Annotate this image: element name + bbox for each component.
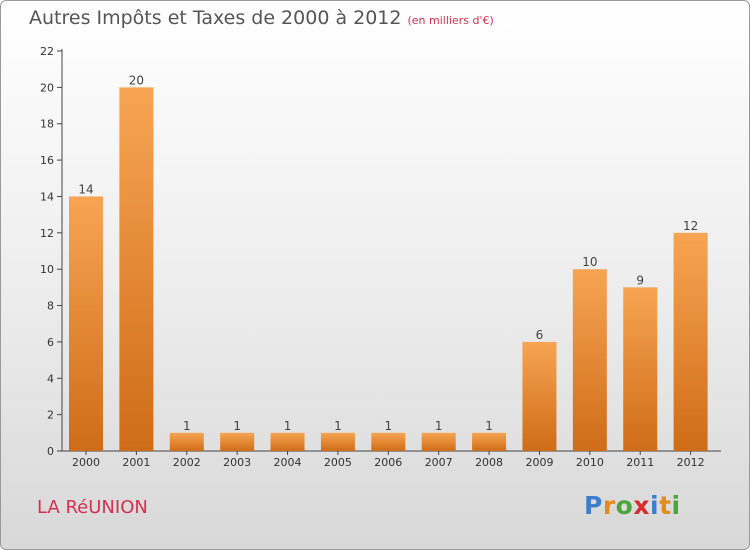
proxiti-logo: Proxiti (584, 491, 681, 520)
x-tick-label: 2008 (475, 456, 503, 469)
logo-letter: P (584, 491, 603, 520)
y-tick-label: 18 (40, 118, 54, 131)
data-label: 12 (683, 219, 698, 233)
bar (522, 341, 557, 451)
data-label: 1 (435, 419, 443, 433)
bar (421, 432, 456, 451)
data-label: 1 (284, 419, 292, 433)
x-tick-label: 2003 (223, 456, 251, 469)
logo-letter: i (650, 491, 660, 520)
data-label: 1 (384, 419, 392, 433)
y-tick-label: 10 (40, 263, 54, 276)
y-tick-label: 2 (47, 409, 54, 422)
x-tick-label: 2007 (425, 456, 453, 469)
y-tick-label: 16 (40, 154, 54, 167)
x-tick-label: 2001 (122, 456, 150, 469)
data-label: 1 (233, 419, 241, 433)
logo-letter: o (615, 491, 634, 520)
x-tick-label: 2000 (72, 456, 100, 469)
y-tick-label: 22 (40, 45, 54, 58)
bar (623, 287, 658, 451)
y-tick-label: 20 (40, 81, 54, 94)
x-tick-label: 2012 (677, 456, 705, 469)
bar (169, 432, 204, 451)
data-label: 9 (636, 273, 644, 287)
x-tick-label: 2005 (324, 456, 352, 469)
y-tick-label: 12 (40, 227, 54, 240)
bar (119, 87, 154, 451)
bar (220, 432, 255, 451)
x-tick-label: 2002 (173, 456, 201, 469)
bar (472, 432, 507, 451)
logo-letter: t (659, 491, 672, 520)
logo-letter: i (671, 491, 681, 520)
y-tick-label: 4 (47, 372, 54, 385)
x-tick-label: 2011 (626, 456, 654, 469)
chart-title-text: Autres Impôts et Taxes de 2000 à 2012 (29, 7, 402, 29)
bar (673, 232, 708, 451)
x-tick-label: 2006 (374, 456, 402, 469)
bar (69, 196, 103, 451)
data-label: 1 (485, 419, 493, 433)
bar (270, 432, 305, 451)
data-label: 20 (129, 73, 144, 87)
y-tick-label: 0 (47, 445, 54, 458)
y-tick-label: 6 (47, 336, 54, 349)
x-tick-label: 2009 (525, 456, 553, 469)
logo-letter: r (602, 491, 616, 520)
place-label: LA RéUNION (37, 497, 148, 518)
data-label: 6 (536, 328, 544, 342)
data-label: 10 (582, 255, 597, 269)
data-label: 14 (78, 182, 93, 196)
bar (320, 432, 355, 451)
x-tick-label: 2004 (274, 456, 302, 469)
bar (371, 432, 406, 451)
x-tick-label: 2010 (576, 456, 604, 469)
bars: 14 20 1 1 1 1 1 1 1 6 10 9 12 (69, 73, 708, 451)
data-label: 1 (183, 419, 191, 433)
y-tick-label: 14 (40, 190, 54, 203)
data-label: 1 (334, 419, 342, 433)
bar (572, 269, 607, 451)
chart-subtitle: (en milliers d'€) (407, 14, 494, 27)
logo-letter: x (633, 491, 650, 520)
y-tick-label: 8 (47, 300, 54, 313)
chart-title: Autres Impôts et Taxes de 2000 à 2012 (en… (29, 7, 494, 29)
